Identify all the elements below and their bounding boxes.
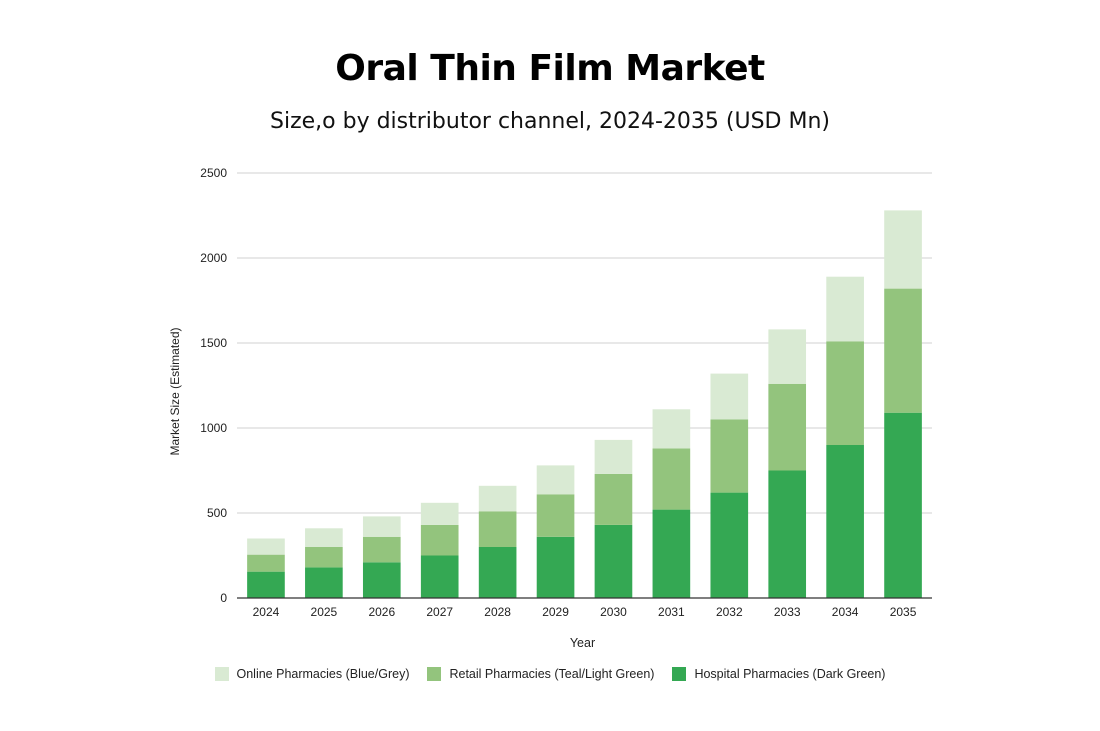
legend-label: Hospital Pharmacies (Dark Green) (694, 667, 886, 681)
bar-segment (710, 419, 749, 493)
bar-segment (478, 547, 517, 598)
x-tick-label: 2031 (658, 605, 685, 619)
x-tick-label: 2034 (832, 605, 859, 619)
bar-segment (594, 473, 633, 525)
bar-segment (478, 485, 517, 512)
y-tick-label: 2500 (200, 166, 227, 180)
bar-segment (768, 470, 807, 598)
bar-segment (247, 538, 285, 555)
chart-subtitle: Size,o by distributor channel, 2024-2035… (270, 109, 830, 134)
x-tick-label: 2027 (426, 605, 453, 619)
legend-swatch (214, 667, 229, 681)
legend-swatch (672, 667, 687, 681)
y-tick-label: 500 (207, 506, 227, 520)
bar-segment (826, 276, 864, 342)
bar-segment (247, 571, 285, 598)
bar-segment (362, 516, 401, 537)
bar-segment (826, 445, 864, 598)
bar-segment (536, 536, 575, 598)
bar-segment (652, 409, 691, 449)
bar-segment (420, 502, 459, 525)
bar-segment (305, 567, 343, 598)
bar-segment (478, 511, 517, 547)
x-tick-label: 2033 (774, 605, 801, 619)
legend-label: Retail Pharmacies (Teal/Light Green) (449, 667, 655, 681)
bar-segment (652, 509, 691, 598)
bar-segment (305, 528, 343, 547)
gridlines (237, 172, 932, 514)
bar-segment (536, 494, 575, 537)
x-tick-label: 2026 (368, 605, 395, 619)
axes: 0 500 1000 1500 2000 2500 2024 2025 2026 2027 2028… (168, 166, 932, 650)
y-tick-label: 2000 (200, 251, 227, 265)
bar-segment (768, 329, 807, 384)
x-tick-label: 2032 (716, 605, 743, 619)
y-tick-label: 1000 (200, 421, 227, 435)
bar-segment (768, 383, 807, 471)
bar-segment (594, 439, 633, 474)
legend-item: Retail Pharmacies (Teal/Light Green) (427, 667, 654, 681)
bar-segment (305, 547, 343, 568)
bar-segment (362, 562, 401, 598)
x-tick-label: 2025 (311, 605, 338, 619)
legend-swatch (427, 667, 442, 681)
bar-segment (884, 288, 922, 413)
x-tick-label: 2029 (542, 605, 569, 619)
x-tick-label: 2035 (890, 605, 917, 619)
bar-segment (826, 341, 864, 445)
bar-segment (247, 554, 285, 572)
legend-label: Online Pharmacies (Blue/Grey) (236, 667, 410, 681)
bar-segment (420, 524, 459, 556)
y-axis-title: Market Size (Estimated) (168, 327, 182, 455)
legend-item: Hospital Pharmacies (Dark Green) (672, 667, 885, 681)
x-tick-label: 2030 (600, 605, 627, 619)
chart-title: Oral Thin Film Market (335, 48, 765, 89)
bar-segment (884, 210, 922, 289)
bar-segment (652, 448, 691, 510)
bar-segment (710, 492, 749, 598)
x-tick-label: 2028 (484, 605, 511, 619)
bar-segment (362, 536, 401, 563)
y-tick-label: 0 (220, 591, 227, 605)
bar-segment (884, 412, 922, 598)
x-tick-label: 2024 (253, 605, 280, 619)
bars (247, 210, 922, 598)
bar-segment (594, 524, 633, 598)
bar-segment (710, 373, 749, 420)
chart-legend: Online Pharmacies (Blue/Grey) Retail Phar… (0, 667, 1100, 681)
x-axis-title: Year (570, 636, 595, 650)
legend-item: Online Pharmacies (Blue/Grey) (214, 667, 410, 681)
bar-segment (420, 555, 459, 598)
y-tick-label: 1500 (200, 336, 227, 350)
bar-segment (536, 465, 575, 495)
